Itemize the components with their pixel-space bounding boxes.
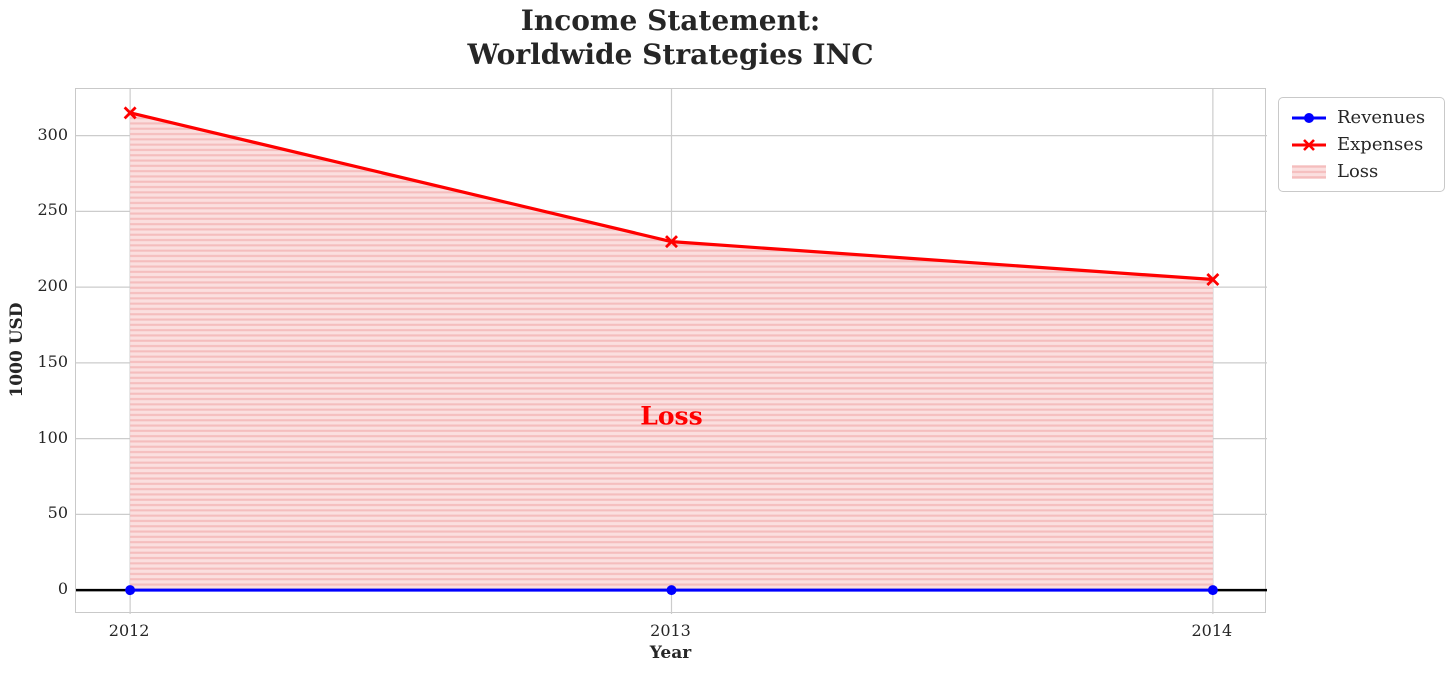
plot-canvas [76, 89, 1267, 614]
legend: Revenues Expenses Loss [1278, 97, 1445, 192]
y-tick-label: 200 [37, 276, 68, 296]
revenues-swatch-circle-marker [1304, 112, 1314, 123]
x-axis-label: Year [649, 643, 692, 663]
legend-item-revenues: Revenues [1290, 106, 1433, 129]
y-tick-label: 150 [37, 351, 68, 371]
loss-annotation: Loss [640, 401, 703, 431]
y-tick-label: 0 [57, 579, 68, 599]
y-tick-label: 250 [37, 200, 68, 220]
y-tick-label: 300 [37, 124, 68, 144]
legend-item-loss: Loss [1290, 160, 1433, 183]
expenses-marker [665, 235, 678, 249]
x-tick-label: 2012 [108, 621, 150, 640]
y-axis-ticks: 0 50 100 150 200 250 300 [0, 88, 68, 613]
y-tick-label: 100 [37, 427, 68, 447]
x-tick-label: 2014 [1191, 621, 1233, 640]
y-tick-label: 50 [47, 503, 68, 523]
plot-area: Loss [75, 88, 1267, 614]
legend-label-expenses: Expenses [1337, 134, 1424, 155]
x-axis-ticks: 2012 2013 2014 [75, 613, 1266, 647]
x-tick-label: 2013 [650, 621, 691, 640]
legend-label-loss: Loss [1337, 161, 1379, 182]
legend-label-revenues: Revenues [1337, 107, 1426, 128]
loss-patch-swatch [1292, 164, 1326, 179]
expenses-line-swatch [1292, 138, 1326, 151]
revenues-marker [1207, 585, 1218, 596]
loss-fill-area [130, 112, 1213, 591]
revenues-marker [125, 585, 136, 596]
expenses-marker [123, 106, 137, 120]
loss-swatch-rect [1292, 164, 1326, 179]
revenues-line-swatch [1292, 112, 1326, 123]
expenses-marker [1206, 273, 1220, 287]
revenues-marker [666, 585, 677, 596]
legend-item-expenses: Expenses [1290, 133, 1433, 156]
chart-title: Income Statement: Worldwide Strategies I… [467, 4, 874, 71]
expenses-swatch-x-marker [1303, 138, 1315, 151]
